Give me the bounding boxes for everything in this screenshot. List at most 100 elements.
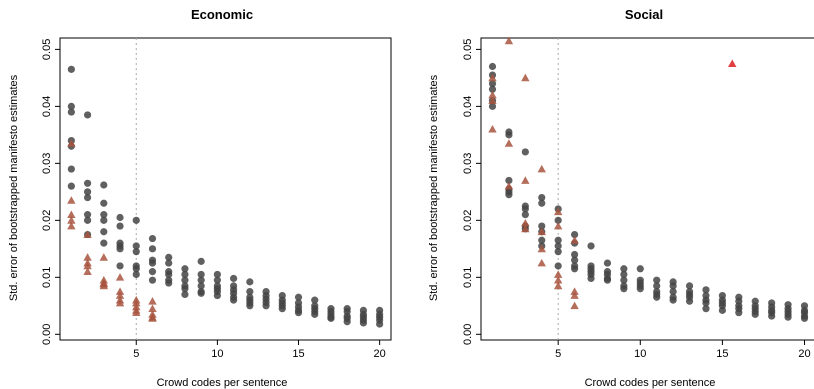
- data-point-circle: [246, 302, 254, 310]
- data-point-circle: [653, 293, 661, 301]
- data-point-circle: [132, 270, 140, 279]
- plot-marks: 5 10 15 20 0.00 0.01 0.02 0.03 0.04 0.05: [462, 36, 811, 360]
- data-point-circle: [751, 310, 759, 318]
- data-point-circle: [538, 222, 546, 230]
- data-point-circle: [116, 262, 124, 270]
- data-point-triangle: [521, 218, 530, 227]
- data-point-circle: [571, 256, 579, 264]
- data-point-triangle: [521, 73, 530, 82]
- data-point-triangle: [553, 270, 563, 278]
- data-point-circle: [554, 242, 562, 250]
- data-point-circle: [343, 318, 351, 326]
- y-tick-label: 0.00: [462, 324, 474, 345]
- data-point-circle: [197, 270, 205, 279]
- data-point-triangle: [67, 196, 76, 204]
- y-tick-label: 0.03: [462, 153, 474, 174]
- data-point-triangle: [67, 139, 76, 147]
- data-point-circle: [554, 248, 562, 256]
- data-point-circle: [538, 193, 546, 202]
- data-point-circle: [571, 230, 579, 239]
- data-point-circle: [148, 259, 157, 267]
- data-point-triangle: [521, 176, 530, 184]
- data-point-circle: [83, 216, 92, 224]
- data-point-circle: [148, 234, 157, 243]
- data-point-circle: [213, 291, 221, 300]
- plot-marks: 5 10 15 20 0.00 0.01 0.02 0.03 0.04 0.05: [41, 38, 386, 360]
- data-point-circle: [262, 302, 270, 310]
- data-point-circle: [165, 270, 173, 279]
- data-point-triangle: [83, 230, 92, 238]
- data-point-triangle: [570, 301, 579, 310]
- data-point-triangle: [115, 287, 125, 295]
- data-point-circle: [488, 102, 497, 110]
- data-point-circle: [488, 62, 497, 71]
- x-tick-label: 20: [798, 348, 810, 360]
- data-point-triangle: [132, 298, 141, 307]
- data-point-circle: [327, 314, 335, 322]
- data-point-circle: [165, 259, 173, 267]
- data-point-circle: [213, 270, 221, 279]
- data-point-circle: [702, 286, 710, 294]
- data-point-triangle: [67, 210, 76, 219]
- data-point-circle: [181, 290, 189, 299]
- data-point-circle: [181, 270, 189, 279]
- data-point-circle: [521, 205, 529, 213]
- data-point-triangle: [488, 73, 497, 82]
- y-axis-label: Std. error of bootstrapped manifesto est…: [428, 74, 440, 301]
- data-point-circle: [67, 102, 75, 110]
- data-point-circle: [132, 248, 140, 256]
- data-point-triangle: [504, 139, 514, 147]
- data-point-circle: [521, 211, 529, 219]
- data-point-circle: [538, 199, 546, 207]
- data-point-triangle: [83, 267, 92, 275]
- data-point-circle: [653, 276, 661, 284]
- data-point-triangle: [148, 314, 157, 322]
- y-tick-label: 0.01: [462, 267, 474, 288]
- data-point-circle: [800, 314, 809, 322]
- data-point-circle: [620, 276, 628, 284]
- data-point-circle: [571, 250, 579, 259]
- data-point-circle: [669, 296, 677, 304]
- data-point-circle: [181, 265, 189, 273]
- data-point-circle: [197, 257, 205, 265]
- data-point-circle: [587, 242, 595, 250]
- data-point-triangle: [537, 258, 546, 267]
- y-tick-label: 0.05: [41, 39, 53, 60]
- data-point-circle: [554, 236, 562, 244]
- data-point-circle: [784, 313, 792, 321]
- data-point-circle: [653, 282, 661, 290]
- data-point-triangle: [553, 281, 563, 290]
- data-point-triangle: [504, 36, 514, 45]
- data-point-circle: [505, 176, 513, 185]
- data-point-circle: [603, 259, 612, 267]
- data-point-triangle: [728, 59, 737, 68]
- data-point-circle: [132, 216, 140, 224]
- data-point-circle: [554, 262, 562, 270]
- data-point-triangle: [537, 164, 546, 173]
- data-point-circle: [521, 148, 529, 156]
- data-point-circle: [181, 276, 189, 284]
- data-point-triangle: [521, 224, 530, 233]
- data-point-circle: [148, 276, 157, 284]
- data-point-circle: [83, 179, 92, 187]
- data-point-circle: [197, 289, 205, 297]
- data-point-circle: [376, 320, 384, 328]
- data-point-circle: [311, 296, 319, 304]
- data-point-triangle: [115, 298, 125, 307]
- chart-social: Social Crowd codes per sentence Std. err…: [428, 7, 814, 389]
- data-point-circle: [505, 131, 513, 139]
- data-point-triangle: [553, 207, 563, 216]
- y-tick-label: 0.04: [41, 96, 53, 117]
- data-point-circle: [116, 213, 124, 222]
- y-tick-label: 0.01: [41, 267, 53, 288]
- data-point-circle: [294, 293, 303, 301]
- data-point-triangle: [148, 304, 157, 313]
- data-point-triangle: [488, 124, 497, 133]
- data-point-triangle: [570, 291, 579, 299]
- data-point-triangle: [504, 181, 514, 190]
- data-point-circle: [67, 65, 75, 73]
- data-point-circle: [100, 181, 108, 189]
- x-axis-label: Crowd codes per sentence: [585, 377, 716, 389]
- y-tick-label: 0.04: [462, 96, 474, 117]
- data-point-circle: [685, 282, 694, 290]
